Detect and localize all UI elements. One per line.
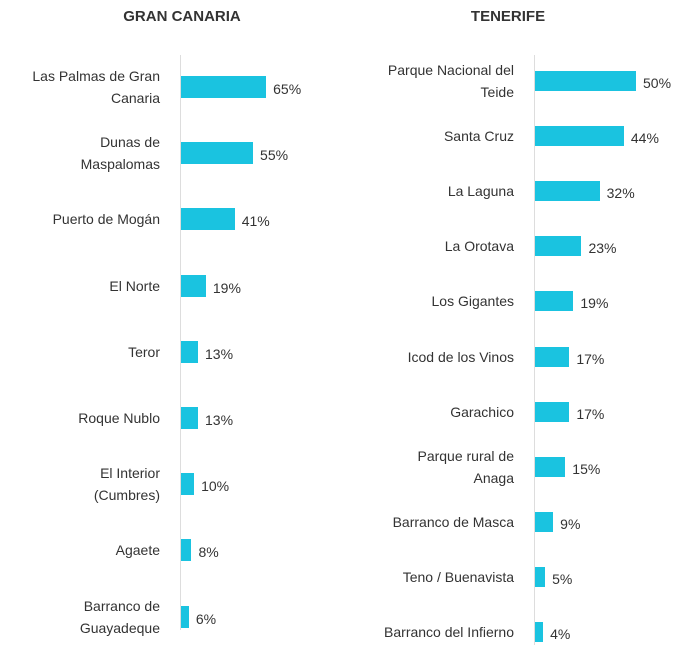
bar bbox=[535, 126, 624, 147]
bar bbox=[535, 236, 582, 257]
category-label: Parque Nacional del Teide bbox=[387, 62, 514, 100]
category-label: Los Gigantes bbox=[431, 293, 515, 310]
bar bbox=[535, 346, 570, 367]
value-label: 13% bbox=[205, 412, 234, 428]
value-label: 19% bbox=[212, 279, 241, 296]
value-label: 8% bbox=[198, 544, 219, 561]
bar bbox=[181, 539, 192, 562]
value-label: 32% bbox=[606, 185, 635, 202]
value-label: 44% bbox=[630, 130, 659, 147]
value-label: 55% bbox=[260, 147, 289, 164]
value-label: 41% bbox=[241, 213, 270, 230]
value-label: 15% bbox=[572, 460, 601, 477]
category-label: Icod de los Vinos bbox=[407, 348, 514, 365]
bar bbox=[181, 473, 195, 496]
category-label: Santa Cruz bbox=[443, 128, 514, 145]
category-label: Roque Nublo bbox=[78, 410, 160, 426]
bar bbox=[535, 456, 566, 477]
category-label: Barranco de Guayadeque bbox=[79, 597, 160, 636]
category-label: Parque rural de Anaga bbox=[417, 447, 514, 486]
bar bbox=[535, 566, 546, 587]
category-label: La Orotava bbox=[444, 238, 514, 255]
category-label: El Norte bbox=[109, 277, 160, 294]
category-label: Barranco de Masca bbox=[392, 513, 514, 530]
bar bbox=[535, 401, 570, 422]
category-label: Teno / Buenavista bbox=[402, 568, 514, 585]
value-label: 10% bbox=[201, 478, 230, 495]
bar bbox=[181, 340, 199, 363]
category-label: Teror bbox=[128, 343, 160, 360]
bar bbox=[535, 622, 544, 642]
value-label: 9% bbox=[560, 515, 581, 532]
category-label: Agaete bbox=[115, 542, 160, 559]
bar bbox=[535, 71, 636, 91]
value-label: 23% bbox=[588, 240, 617, 257]
bar bbox=[181, 208, 235, 231]
bar bbox=[181, 605, 189, 628]
axis-line bbox=[534, 55, 535, 645]
bar bbox=[535, 511, 554, 532]
category-label: Las Palmas de Gran Canaria bbox=[32, 68, 160, 106]
bar bbox=[535, 181, 600, 202]
axis-line bbox=[180, 55, 181, 630]
value-label: 13% bbox=[205, 345, 234, 362]
category-label: Dunas de Maspalomas bbox=[80, 134, 160, 173]
value-label: 6% bbox=[195, 610, 217, 627]
bar bbox=[181, 274, 206, 297]
bar bbox=[535, 291, 574, 312]
bar bbox=[181, 407, 199, 429]
value-label: 65% bbox=[273, 81, 302, 97]
category-label: Puerto de Mogán bbox=[52, 211, 160, 228]
chart-title: TENERIFE bbox=[470, 8, 546, 25]
chart-title: GRAN CANARIA bbox=[123, 8, 241, 25]
bar bbox=[181, 76, 267, 98]
category-label: Garachico bbox=[450, 403, 514, 420]
value-label: 5% bbox=[552, 570, 573, 587]
value-label: 50% bbox=[643, 75, 672, 91]
category-label: El Interior (Cumbres) bbox=[93, 465, 160, 504]
category-label: Barranco del Infierno bbox=[384, 624, 514, 640]
value-label: 17% bbox=[576, 350, 605, 367]
category-label: La Laguna bbox=[447, 183, 514, 200]
value-label: 4% bbox=[550, 626, 571, 642]
value-label: 19% bbox=[580, 295, 609, 312]
bar bbox=[181, 142, 254, 165]
value-label: 17% bbox=[576, 405, 605, 422]
